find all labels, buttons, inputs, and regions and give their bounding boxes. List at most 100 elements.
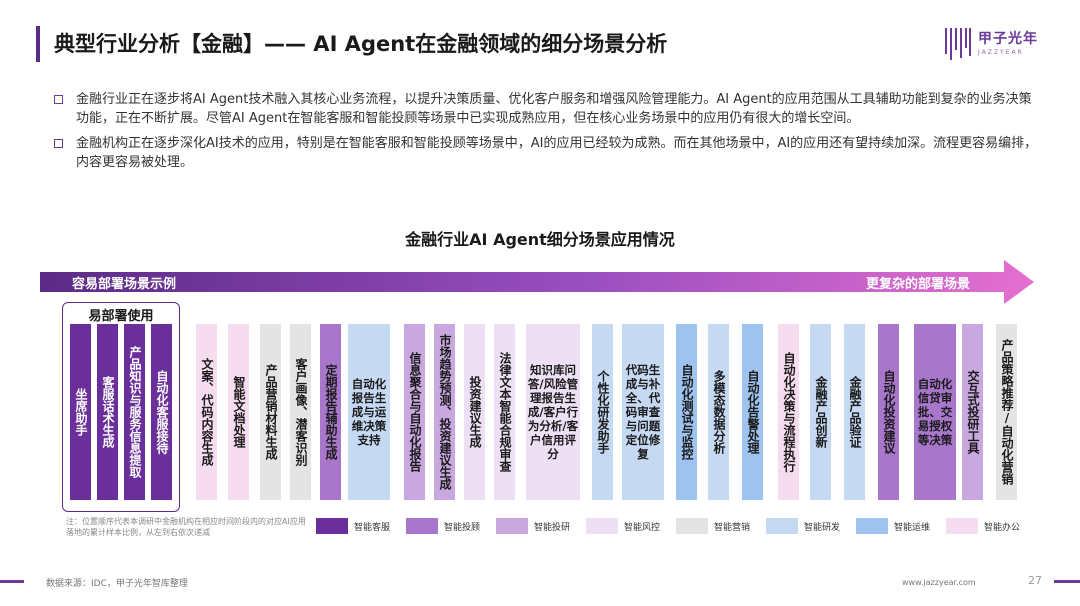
bullet-list: 金融行业正在逐步将AI Agent技术融入其核心业务流程，以提升决策质量、优化客… — [54, 90, 1044, 178]
scenario-column: 金融产品验证 — [844, 324, 865, 500]
logo-name: 甲子光年 — [978, 31, 1038, 47]
logo-sub: JAZZYEAR — [978, 49, 1024, 56]
bullet-item: 金融机构正在逐步深化AI技术的应用，特别是在智能客服和智能投顾等场景中，AI的应… — [54, 134, 1044, 172]
scenario-label: 法律文本智能合规审查 — [498, 352, 512, 472]
scenario-label: 产品知识与服务信息提取 — [128, 346, 142, 478]
legend-label: 智能客服 — [354, 522, 391, 533]
bullet-square-icon — [54, 95, 63, 104]
title-accent-bar — [36, 26, 40, 62]
legend-label: 智能投研 — [534, 522, 571, 533]
scenario-column: 自动化投资建议 — [878, 324, 899, 500]
brand-logo: 甲子光年 JAZZYEAR — [944, 22, 1054, 66]
scenario-label: 自动化信贷审批、交易授权等决策 — [917, 377, 953, 447]
scenario-column: 法律文本智能合规审查 — [494, 324, 515, 500]
scenario-column: 产品营销材料生成 — [260, 324, 281, 500]
chart-title: 金融行业AI Agent细分场景应用情况 — [405, 230, 675, 249]
legend-label: 智能风控 — [624, 522, 661, 533]
easy-deploy-label: 易部署使用 — [88, 309, 154, 324]
legend-item: 智能办公 — [946, 518, 1020, 534]
scenario-column: 客户画像、潜客识别 — [290, 324, 311, 500]
scenario-column: 坐席助手 — [70, 324, 91, 500]
scenario-label: 多模态数据分析 — [712, 370, 726, 454]
scenario-column: 信息聚合与自动化报告 — [404, 324, 425, 500]
data-source: 数据来源：IDC，甲子光年智库整理 — [46, 579, 188, 589]
footer-accent-right — [1054, 580, 1080, 583]
legend-swatch — [766, 518, 798, 534]
footer-accent-left — [0, 580, 24, 583]
scenario-label: 自动化决策与流程执行 — [782, 352, 796, 472]
logo-mark-icon — [945, 28, 971, 60]
bullet-square-icon — [54, 139, 63, 148]
scenario-label: 客服话术生成 — [101, 376, 115, 448]
scenario-label: 代码生成与补全、代码审查与问题定位修复 — [625, 363, 661, 461]
scenario-label: 客户画像、潜客识别 — [294, 358, 308, 466]
legend-swatch — [946, 518, 978, 534]
scenario-column: 定期报告辅助生成 — [320, 324, 341, 500]
scenario-label: 个性化研发助手 — [596, 370, 610, 454]
scenario-label: 自动化投资建议 — [882, 370, 896, 454]
scenario-label: 自动化测试与监控 — [680, 364, 694, 460]
scenario-label: 金融产品验证 — [848, 376, 862, 448]
scenario-label: 产品策略推荐/自动化营销 — [1000, 339, 1014, 485]
legend-item: 智能风控 — [586, 518, 660, 534]
legend-item: 智能投顾 — [406, 518, 480, 534]
scenario-label: 文案、代码内容生成 — [200, 358, 214, 466]
arrow-right-label: 更复杂的部署场景 — [866, 277, 971, 292]
legend-label: 智能营销 — [714, 522, 751, 533]
legend-label: 智能运维 — [894, 522, 931, 533]
scenario-label: 智能文档处理 — [232, 376, 246, 448]
legend-swatch — [496, 518, 528, 534]
legend-label: 智能研发 — [804, 522, 841, 533]
bullet-text: 金融行业正在逐步将AI Agent技术融入其核心业务流程，以提升决策质量、优化客… — [76, 92, 1032, 126]
scenario-column: 自动化信贷审批、交易授权等决策 — [914, 324, 956, 500]
scenario-label: 自动化报告生成与运维决策支持 — [351, 377, 387, 447]
scenario-column: 交互式投研工具 — [962, 324, 983, 500]
scenario-label: 信息聚合与自动化报告 — [408, 352, 422, 472]
scenario-label: 定期报告辅助生成 — [324, 364, 338, 460]
scenario-column: 多模态数据分析 — [708, 324, 729, 500]
scenario-column: 智能文档处理 — [228, 324, 249, 500]
scenario-column: 自动化决策与流程执行 — [778, 324, 799, 500]
scenario-label: 交互式投研工具 — [966, 370, 980, 454]
scenario-column: 市场趋势预测、投资建议生成 — [434, 324, 455, 500]
legend-swatch — [316, 518, 348, 534]
bullet-text: 金融机构正在逐步深化AI技术的应用，特别是在智能客服和智能投顾等场景中，AI的应… — [76, 136, 1038, 170]
complexity-arrow — [40, 260, 1034, 304]
scenario-label: 金融产品创新 — [814, 376, 828, 448]
scenario-column: 文案、代码内容生成 — [196, 324, 217, 500]
legend-item: 智能研发 — [766, 518, 840, 534]
scenario-column: 金融产品创新 — [810, 324, 831, 500]
legend-item: 智能投研 — [496, 518, 570, 534]
legend-label: 智能投顾 — [444, 522, 481, 533]
scenario-column: 知识库问答/风险管理报告生成/客户行为分析/客户信用评分 — [526, 324, 580, 500]
arrow-left-label: 容易部署场景示例 — [72, 277, 177, 292]
scenario-label: 投资建议生成 — [468, 376, 482, 448]
page-number: 27 — [1028, 574, 1042, 587]
scenario-column: 客服话术生成 — [97, 324, 118, 500]
scenario-label: 坐席助手 — [74, 388, 88, 436]
legend-item: 智能运维 — [856, 518, 930, 534]
scenario-label: 自动化告警处理 — [746, 370, 760, 454]
scenario-label: 产品营销材料生成 — [264, 364, 278, 460]
legend-label: 智能办公 — [984, 522, 1021, 533]
scenario-label: 市场趋势预测、投资建议生成 — [438, 334, 452, 490]
legend-item: 智能营销 — [676, 518, 750, 534]
page-title: 典型行业分析【金融】—— AI Agent在金融领域的细分场景分析 — [54, 32, 668, 56]
legend-swatch — [856, 518, 888, 534]
scenario-label: 知识库问答/风险管理报告生成/客户行为分析/客户信用评分 — [527, 363, 579, 461]
scenario-column: 个性化研发助手 — [592, 324, 613, 500]
legend-swatch — [406, 518, 438, 534]
scenario-column: 产品知识与服务信息提取 — [124, 324, 145, 500]
scenario-column: 代码生成与补全、代码审查与问题定位修复 — [622, 324, 664, 500]
scenario-column: 产品策略推荐/自动化营销 — [996, 324, 1017, 500]
scenario-column: 自动化告警处理 — [742, 324, 763, 500]
legend-item: 智能客服 — [316, 518, 390, 534]
scenario-column: 投资建议生成 — [464, 324, 485, 500]
scenario-column: 自动化报告生成与运维决策支持 — [348, 324, 390, 500]
legend-swatch — [676, 518, 708, 534]
scenario-label: 自动化客服接待 — [155, 370, 169, 454]
bullet-item: 金融行业正在逐步将AI Agent技术融入其核心业务流程，以提升决策质量、优化客… — [54, 90, 1044, 128]
chart-note: 注：位置顺序代表本调研中金融机构在相应时间阶段内的对应AI应用落地的累计样本比例… — [66, 517, 306, 537]
scenario-column: 自动化客服接待 — [151, 324, 172, 500]
website: www.jazzyear.com — [902, 578, 976, 587]
